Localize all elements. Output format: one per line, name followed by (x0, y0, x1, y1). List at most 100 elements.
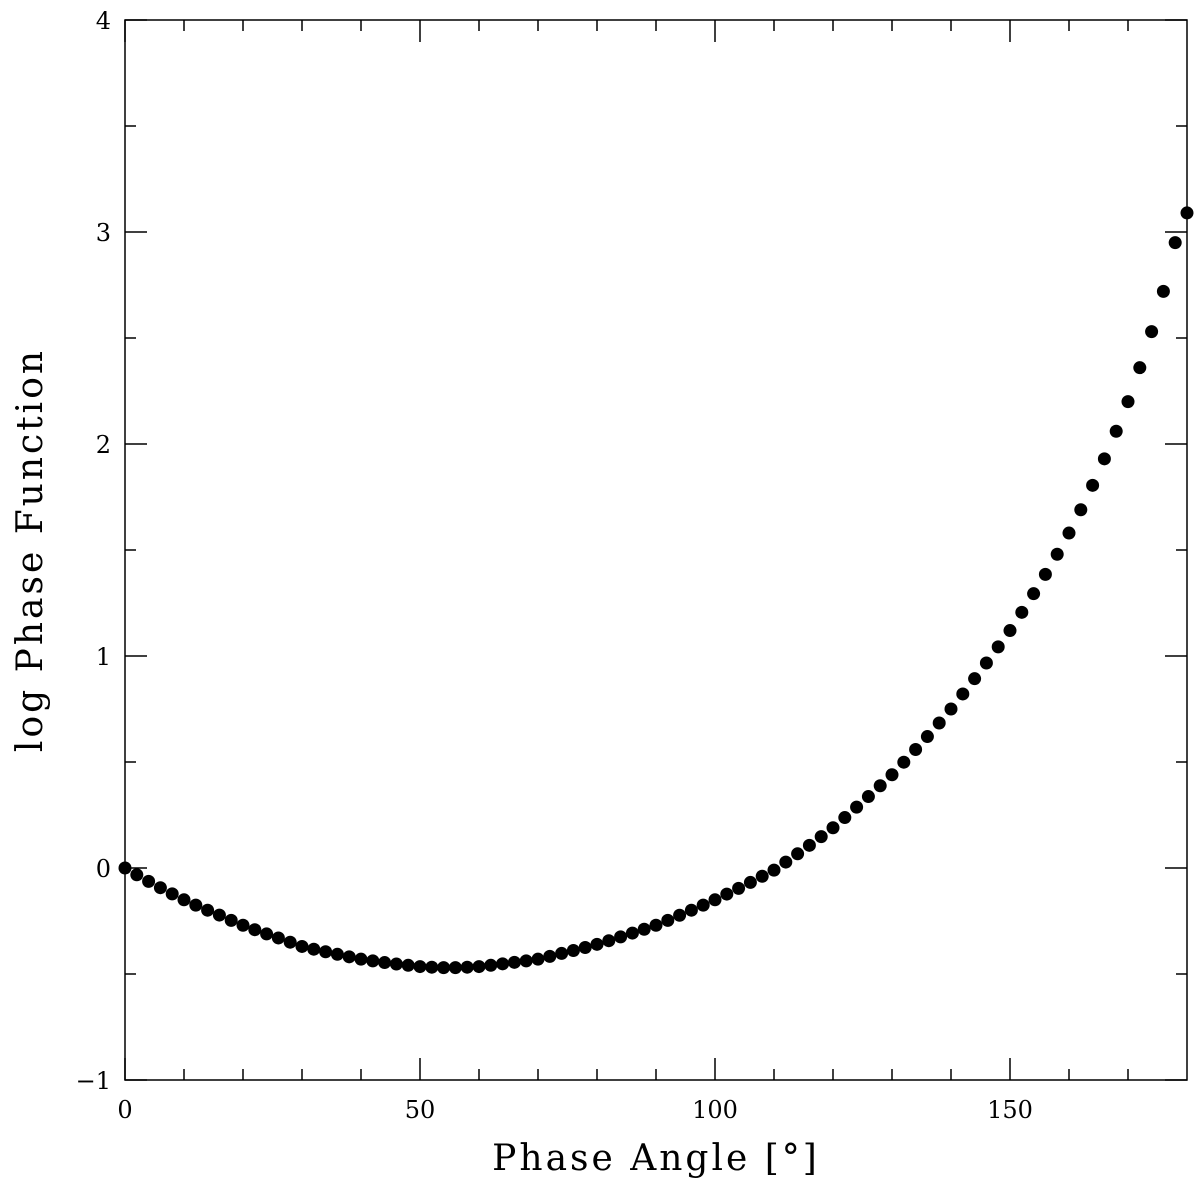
data-point (248, 923, 262, 937)
data-point (826, 821, 840, 835)
data-point (354, 952, 368, 966)
data-point (791, 847, 805, 861)
data-point (1050, 547, 1064, 561)
data-point (885, 768, 899, 782)
data-point (767, 863, 781, 877)
data-point (212, 908, 226, 922)
data-point (932, 716, 946, 730)
data-point (531, 952, 545, 966)
data-point (590, 937, 604, 951)
data-point (1168, 236, 1182, 250)
data-point (873, 779, 887, 793)
data-point (602, 934, 616, 948)
x-axis-label: Phase Angle [°] (492, 1138, 820, 1179)
data-point (625, 926, 639, 940)
data-point (1097, 452, 1111, 466)
data-point (319, 945, 333, 959)
data-point (295, 939, 309, 953)
data-point (472, 960, 486, 974)
data-point (614, 930, 628, 944)
data-point (1180, 206, 1194, 220)
data-point (649, 918, 663, 932)
data-point (920, 730, 934, 744)
data-point (1121, 395, 1135, 409)
data-point (909, 742, 923, 756)
data-point (578, 941, 592, 954)
data-point (425, 960, 439, 974)
data-point (1015, 605, 1029, 619)
data-point (696, 898, 710, 912)
data-point (755, 869, 769, 883)
data-point (779, 855, 793, 869)
data-point (1145, 325, 1159, 339)
data-point (153, 881, 167, 895)
data-point (802, 838, 816, 852)
data-point (507, 955, 521, 969)
data-point (342, 950, 356, 964)
data-point (484, 958, 498, 972)
data-point (979, 656, 993, 670)
data-point (1074, 503, 1088, 517)
data-point (956, 687, 970, 701)
data-point (708, 893, 722, 907)
data-point (684, 903, 698, 917)
data-point (401, 958, 415, 972)
data-point (661, 913, 675, 927)
data-point (814, 830, 828, 844)
y-tick-label: −1 (76, 1067, 111, 1095)
data-point (732, 881, 746, 895)
y-tick-label: 4 (96, 7, 111, 35)
data-point (307, 942, 321, 956)
data-point (460, 960, 474, 974)
data-point (1156, 284, 1170, 298)
x-tick-label: 50 (405, 1096, 436, 1124)
data-point (944, 702, 958, 716)
data-point (1038, 567, 1052, 581)
data-point (1062, 526, 1076, 540)
x-tick-label: 100 (692, 1096, 738, 1124)
data-point (224, 913, 238, 927)
y-tick-label: 2 (96, 431, 111, 459)
y-axis-label: log Phase Function (10, 348, 51, 752)
data-point (968, 672, 982, 686)
data-point (271, 931, 285, 945)
data-point (448, 961, 462, 975)
y-tick-label: 3 (96, 219, 111, 247)
data-point (1133, 361, 1147, 375)
data-point (1003, 624, 1017, 638)
data-point (1027, 587, 1041, 601)
data-point (330, 947, 344, 961)
data-point (496, 957, 510, 971)
data-point (260, 927, 274, 941)
data-point (236, 918, 250, 932)
data-point (165, 887, 179, 901)
data-point (118, 861, 132, 875)
data-point (1086, 478, 1100, 492)
data-point (743, 875, 757, 889)
data-point (142, 874, 156, 888)
data-point (366, 954, 380, 968)
data-point (1109, 424, 1123, 438)
data-point (519, 954, 533, 968)
data-point (838, 811, 852, 825)
data-point (189, 898, 203, 912)
data-point (130, 868, 144, 882)
y-tick-label: 0 (96, 855, 111, 883)
data-point (637, 922, 651, 936)
data-point (566, 943, 580, 957)
data-point (897, 755, 911, 769)
x-tick-label: 0 (117, 1096, 132, 1124)
data-point (673, 908, 687, 922)
data-point (201, 903, 215, 917)
data-point (437, 961, 451, 975)
data-point (543, 949, 557, 963)
data-point (283, 935, 297, 949)
data-point (555, 946, 569, 960)
data-point (413, 960, 427, 974)
data-point (861, 790, 875, 804)
data-point (991, 640, 1005, 654)
data-point (177, 893, 191, 907)
data-point (850, 800, 864, 814)
